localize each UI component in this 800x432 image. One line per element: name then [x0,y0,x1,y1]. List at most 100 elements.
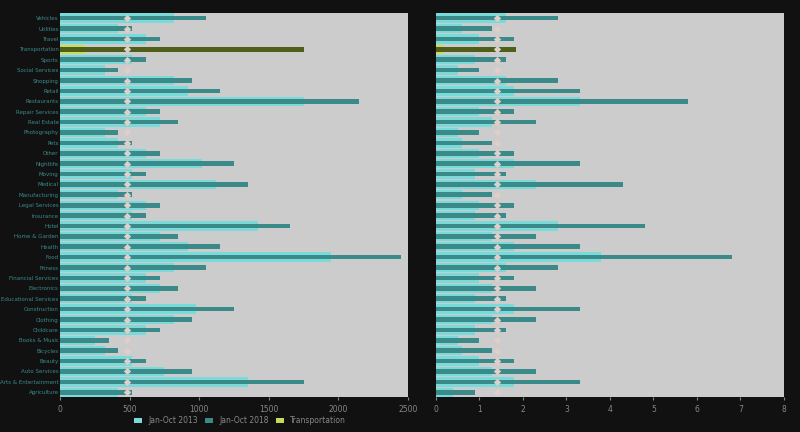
Bar [60,99,359,104]
Bar [436,182,623,187]
Bar [60,86,188,95]
Point [490,368,503,375]
Bar [60,359,146,363]
Point [121,87,134,94]
Bar [436,211,475,220]
Bar [60,356,132,366]
Bar [60,211,132,220]
Point [121,171,134,178]
Bar [60,44,85,54]
Bar [60,76,174,85]
Bar [436,76,506,85]
Point [121,222,134,229]
Bar [436,26,493,31]
Bar [436,307,579,311]
Bar [60,284,160,293]
Bar [436,34,479,44]
Bar [60,169,132,179]
Point [121,150,134,157]
Bar [60,338,109,343]
Point [121,98,134,105]
Bar [436,276,514,280]
Bar [60,325,146,334]
Bar [436,97,579,106]
Bar [60,149,146,158]
Bar [60,390,132,394]
Bar [60,348,118,353]
Bar [436,221,558,231]
Point [121,25,134,32]
Bar [60,200,146,210]
Bar [60,47,304,52]
Bar [60,172,146,176]
Bar [436,367,493,376]
Point [490,129,503,136]
Bar [436,213,506,218]
Bar [60,327,160,332]
Bar [436,120,536,124]
Bar [436,130,479,135]
Point [121,264,134,271]
Point [490,274,503,281]
Bar [436,273,479,283]
Point [121,285,134,292]
Point [490,306,503,313]
Bar [436,37,514,41]
Bar [436,336,458,345]
Bar [60,221,258,231]
Bar [436,327,506,332]
Bar [436,169,475,179]
Bar [436,255,732,260]
Bar [60,109,160,114]
Bar [436,149,479,158]
Point [121,243,134,250]
Bar [436,89,579,93]
Bar [436,245,579,249]
Bar [60,128,105,137]
Bar [60,263,174,272]
Bar [436,109,514,114]
Bar [60,78,192,83]
Bar [436,65,458,75]
Bar [60,37,160,41]
Point [121,233,134,240]
Bar [60,34,146,44]
Point [490,140,503,146]
Bar [60,13,174,23]
Point [490,160,503,167]
Point [121,254,134,260]
Bar [60,315,174,324]
Bar [436,390,475,394]
Bar [60,286,178,291]
Point [121,274,134,281]
Bar [436,224,645,229]
Bar [60,180,216,189]
Bar [60,255,401,260]
Point [121,378,134,385]
Bar [60,16,206,20]
Bar [436,284,493,293]
Point [121,108,134,115]
Bar [60,276,160,280]
Point [121,316,134,323]
Point [121,56,134,63]
Bar [436,325,475,334]
Bar [60,369,192,374]
Bar [436,380,579,384]
Bar [436,338,479,343]
Bar [436,263,506,272]
Bar [436,388,454,397]
Point [490,56,503,63]
Bar [60,346,105,356]
Bar [60,377,248,387]
Bar [436,68,479,73]
Bar [436,346,462,356]
Bar [60,118,160,127]
Bar [436,348,493,353]
Point [121,295,134,302]
Bar [436,315,493,324]
Bar [436,180,536,189]
Bar [436,242,514,251]
Bar [60,89,220,93]
Bar [60,203,160,207]
